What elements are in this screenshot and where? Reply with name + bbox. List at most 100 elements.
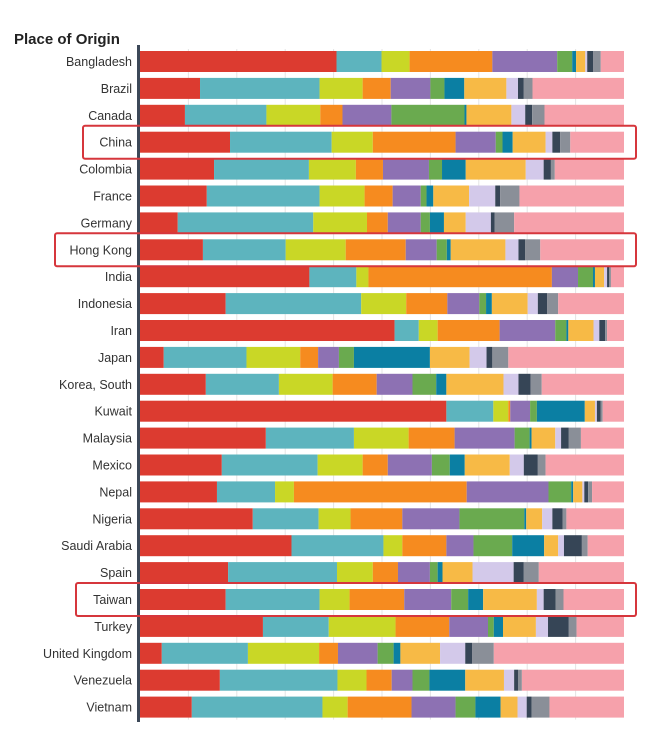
bar-segment: [362, 77, 391, 99]
bar-segment: [584, 400, 595, 422]
bar-row: Germany: [81, 212, 624, 234]
bar-segment: [537, 293, 548, 315]
bar-segment: [473, 535, 513, 557]
bar-segment: [541, 373, 624, 395]
bar-segment: [437, 320, 500, 341]
bar-segment: [558, 293, 624, 315]
bar-segment: [607, 266, 609, 288]
bar-row: China: [99, 131, 624, 153]
category-label: Japan: [98, 351, 132, 365]
bar-segment: [430, 77, 445, 99]
bar-segment: [609, 266, 611, 288]
bar-segment: [337, 642, 378, 664]
bar-segment: [514, 427, 530, 449]
bar-segment: [514, 212, 624, 234]
category-label: Vietnam: [86, 701, 132, 715]
bar-segment: [464, 454, 510, 476]
category-label: Korea, South: [59, 378, 132, 392]
bar-segment: [206, 185, 320, 207]
bar-segment: [420, 212, 430, 234]
bar-segment: [509, 454, 524, 476]
bar-segment: [495, 185, 501, 207]
bar-segment: [526, 508, 543, 530]
bar-segment: [318, 346, 339, 368]
category-label: Venezuela: [74, 674, 132, 688]
bar-segment: [140, 77, 201, 99]
bar-segment: [531, 696, 550, 718]
bar-segment: [440, 642, 466, 664]
bar-row: Malaysia: [83, 427, 624, 449]
bar-segment: [429, 562, 438, 584]
bar-segment: [549, 696, 624, 718]
bar-segment: [140, 562, 229, 584]
bar-segment: [503, 669, 515, 691]
bar-segment: [356, 266, 369, 288]
category-label: Nigeria: [92, 512, 132, 526]
bar-segment: [372, 131, 456, 153]
bar-segment: [568, 615, 577, 637]
bar-segment: [442, 562, 473, 584]
bar-segment: [392, 185, 421, 207]
bar-segment: [394, 320, 419, 341]
bar-segment: [446, 535, 474, 557]
bar-segment: [576, 51, 586, 72]
bar-segment: [177, 212, 314, 234]
bar-segment: [531, 427, 556, 449]
bar-segment: [140, 454, 222, 476]
bar-segment: [246, 346, 301, 368]
category-label: Taiwan: [93, 593, 132, 607]
bar-segment: [140, 589, 226, 610]
bar-segment: [402, 535, 447, 557]
bar-segment: [568, 320, 594, 341]
bar-segment: [587, 51, 594, 72]
category-label: United Kingdom: [43, 647, 132, 661]
bar-segment: [584, 481, 589, 503]
bar-row: Nigeria: [92, 508, 624, 530]
bar-segment: [140, 131, 231, 153]
bar-segment: [552, 508, 563, 530]
category-label: Turkey: [94, 620, 132, 634]
bar-segment: [216, 481, 276, 503]
bar-segment: [543, 589, 556, 610]
bar-segment: [191, 696, 323, 718]
bar-segment: [594, 400, 597, 422]
bar-segment: [580, 427, 624, 449]
bar-segment: [593, 320, 600, 341]
bar-segment: [508, 400, 511, 422]
bar-row: Spain: [100, 562, 624, 584]
category-label: Canada: [88, 109, 132, 123]
bar-segment: [429, 669, 466, 691]
bar-segment: [140, 266, 310, 288]
bar-segment: [337, 669, 367, 691]
bar-segment: [140, 508, 253, 530]
bar-segment: [530, 400, 537, 422]
category-label: Bangladesh: [66, 55, 132, 69]
bar-segment: [600, 51, 624, 72]
bar-segment: [140, 212, 178, 234]
bar-segment: [545, 131, 553, 153]
bar-segment: [593, 51, 601, 72]
bar-segment: [247, 642, 320, 664]
bar-row: Japan: [98, 346, 624, 368]
bar-segment: [585, 51, 588, 72]
bar-row: Vietnam: [86, 696, 624, 718]
bar-segment: [402, 508, 460, 530]
bar-segment: [447, 293, 480, 315]
bar-segment: [560, 131, 571, 153]
bar-segment: [446, 400, 494, 422]
bar-segment: [347, 696, 412, 718]
bar-segment: [566, 508, 624, 530]
bar-segment: [381, 51, 410, 72]
bar-segment: [319, 589, 350, 610]
bar-segment: [526, 696, 532, 718]
bar-segment: [483, 589, 537, 610]
bar-segment: [391, 669, 413, 691]
bar-segment: [490, 212, 495, 234]
bar-segment: [219, 669, 338, 691]
bar-segment: [558, 535, 564, 557]
bar-segment: [596, 400, 601, 422]
bar-segment: [578, 266, 594, 288]
bar-segment: [511, 104, 526, 126]
bar-segment: [512, 131, 546, 153]
